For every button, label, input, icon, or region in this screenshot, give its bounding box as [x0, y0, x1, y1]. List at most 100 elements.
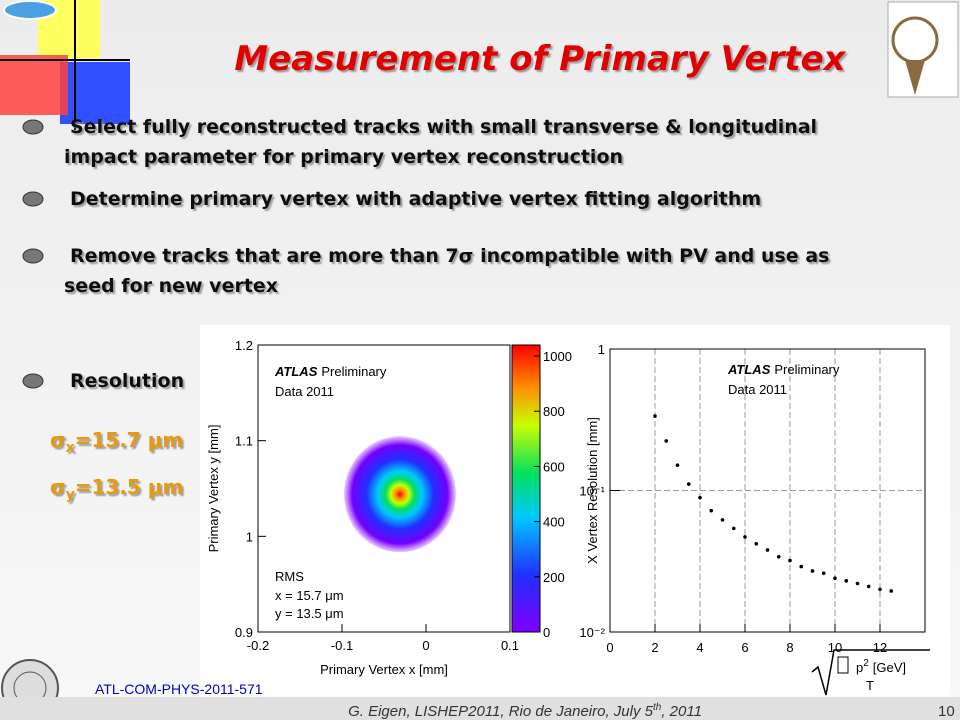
bullet-text: Determine primary vertex with adaptive v… [70, 188, 761, 210]
y-tick-label: 0.9 [235, 625, 253, 640]
dataset: Data 2011 [728, 382, 787, 397]
stats-entry: y = 13.5 μm [275, 606, 344, 621]
color-bar [511, 344, 541, 633]
bullet-icon [22, 191, 44, 207]
subscript: y [66, 487, 75, 503]
bullet-text: Remove tracks that are more than 7σ inco… [70, 245, 829, 267]
experiment: ATLAS [727, 362, 771, 377]
resolution: σx=15.7 μm [50, 428, 183, 456]
data-point [889, 589, 894, 593]
data-point [664, 439, 669, 443]
dataset: Data 2011 [275, 384, 334, 399]
credit: G. Eigen, LISHEP2011, Rio de Janeiro, Ju… [348, 702, 702, 720]
xlabel-sub: T [866, 678, 874, 693]
z-tick-label: 800 [543, 404, 565, 419]
stats-title: RMS [275, 569, 304, 584]
bullet-text: seed for new vertex [64, 275, 278, 297]
bullet-icon [22, 248, 44, 264]
data-point [675, 463, 680, 467]
data-point [653, 414, 657, 418]
z-tick-label: 200 [543, 570, 565, 585]
slide-title: Measurement of Primary Vertex [234, 39, 846, 79]
z-tick-label: 400 [543, 515, 565, 530]
missing-glyph [837, 656, 849, 674]
credit-sup: th [653, 702, 662, 713]
vertex-distribution [343, 436, 456, 553]
xlabel-unit: [GeV] [873, 660, 906, 675]
resolution-value: =15.7 μm [75, 428, 184, 452]
credit-text: G. Eigen, LISHEP2011, Rio de Janeiro, Ju… [348, 703, 654, 720]
z-tick-label: 0 [543, 625, 550, 640]
corner-decoration [0, 0, 130, 130]
data-point [754, 542, 759, 546]
data-point [844, 579, 849, 583]
sigma: σ [50, 428, 66, 452]
plot-panel [572, 325, 950, 697]
y-axis-label: X Vertex Resolution [mm] [585, 417, 600, 564]
bullet-text: impact parameter for primary vertex reco… [64, 146, 623, 168]
data-point [810, 569, 815, 573]
plot-frame [609, 348, 926, 633]
atlas-label: ATLAS Preliminary [727, 362, 840, 377]
x-tick-label: -0.2 [247, 638, 269, 653]
x-tick-label: 12 [873, 640, 887, 655]
x-tick-label: -0.1 [331, 638, 353, 653]
y-axis-label: Primary Vertex y [mm] [206, 425, 221, 553]
sqrt-sign [811, 649, 930, 696]
x-tick-label: 8 [786, 640, 793, 655]
stats-entry: x = 15.7 μm [275, 588, 344, 603]
bullet-text: Resolution [70, 370, 184, 392]
z-tick-label: 600 [543, 459, 565, 474]
x-tick-label: 0 [422, 638, 429, 653]
xlabel-sup: 2 [863, 658, 869, 669]
x-axis-label: p2 [GeV] [856, 658, 906, 675]
y-tick-label: 10⁻¹ [579, 484, 605, 499]
data-point [878, 587, 882, 592]
data-point [821, 571, 826, 576]
data-point [855, 581, 860, 586]
y-tick-label: 1 [246, 529, 253, 544]
resolution: σy=13.5 μm [50, 475, 183, 503]
experiment: ATLAS [274, 364, 318, 379]
resolution-value: =13.5 μm [75, 475, 184, 499]
sigma: σ [50, 475, 66, 499]
x-tick-label: 0 [606, 640, 613, 655]
x-tick-label: 0.1 [501, 638, 519, 653]
page-number: 10 [938, 703, 955, 720]
data-point [698, 495, 702, 500]
subscript: x [66, 440, 75, 456]
y-tick-label: 1.1 [235, 434, 253, 449]
data-point [788, 558, 792, 563]
x-tick-label: 2 [651, 640, 658, 655]
data-point [833, 576, 837, 581]
atlas-logo [887, 1, 959, 98]
status: Preliminary [774, 362, 840, 377]
bullet-icon [22, 119, 44, 135]
atlas-label: ATLAS Preliminary [274, 364, 387, 379]
reference: ATL-COM-PHYS-2011-571 [95, 681, 263, 697]
footer-bar [0, 697, 960, 720]
data-point [799, 564, 804, 569]
bullet-text: Select fully reconstructed tracks with s… [70, 116, 817, 138]
data-point [720, 518, 725, 522]
x-tick-label: 6 [741, 640, 748, 655]
data-point [765, 548, 770, 552]
data-point [776, 554, 781, 559]
bullet-icon [22, 373, 44, 389]
data-point [709, 508, 714, 513]
x-axis-label: Primary Vertex x [mm] [320, 662, 448, 677]
y-tick-label: 1.2 [235, 338, 253, 353]
data-point [731, 526, 736, 531]
credit-text: , 2011 [661, 703, 702, 720]
y-tick-label: 10⁻² [579, 625, 605, 640]
plot-frame [257, 344, 511, 633]
status: Preliminary [321, 364, 387, 379]
xlabel-base: p [856, 660, 863, 675]
data-point [743, 535, 747, 539]
y-tick-label: 1 [598, 342, 605, 357]
x-tick-label: 10 [828, 640, 842, 655]
x-tick-label: 4 [696, 640, 703, 655]
data-point [866, 584, 871, 589]
z-tick-label: 1000 [543, 349, 572, 364]
